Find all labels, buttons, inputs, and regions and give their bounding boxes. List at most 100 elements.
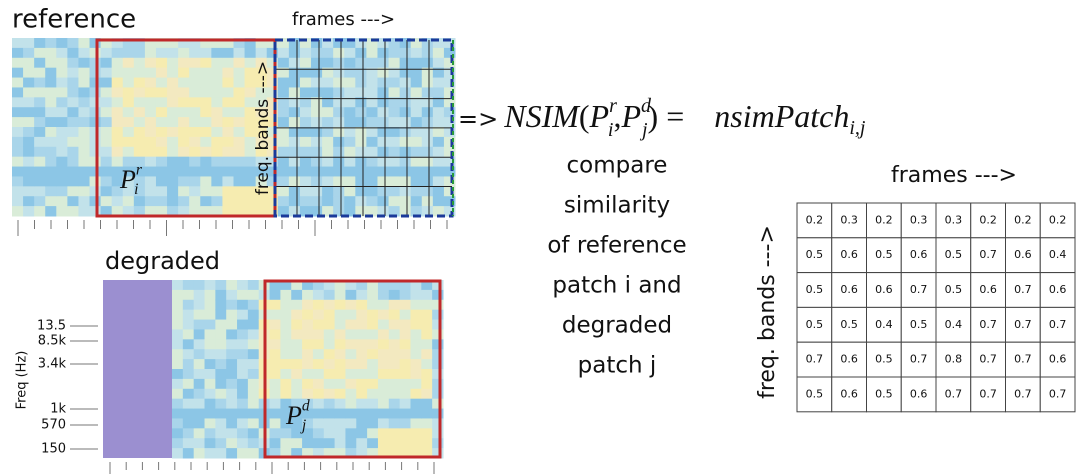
spectrogram-cell	[291, 349, 302, 359]
spectrogram-cell	[333, 48, 345, 58]
spectrogram-cell	[112, 127, 124, 137]
spectrogram-cell	[311, 117, 323, 127]
spectrogram-cell	[183, 428, 194, 438]
table-value: 0.6	[840, 353, 858, 366]
spectrogram-cell	[194, 280, 205, 290]
spectrogram-cell	[433, 48, 445, 58]
spectrogram-cell	[291, 329, 302, 339]
spectrogram-cell	[78, 78, 90, 88]
spectrogram-cell	[433, 78, 445, 88]
spectrogram-cell	[194, 369, 205, 379]
spectrogram-cell	[215, 320, 226, 330]
spectrogram-cell	[367, 349, 378, 359]
spectrogram-cell	[289, 127, 301, 137]
y-tick-label: 1k	[50, 402, 66, 417]
spectrogram-cell	[156, 97, 168, 107]
spectrogram-cell	[421, 329, 432, 339]
spectrogram-cell	[34, 137, 46, 147]
spectrogram-cell	[355, 167, 367, 177]
spectrogram-cell	[12, 48, 24, 58]
spectrogram-cell	[311, 48, 323, 58]
spectrogram-cell	[311, 87, 323, 97]
spectrogram-cell	[134, 196, 146, 206]
spectrogram-cell	[178, 196, 190, 206]
spectrogram-cell	[410, 428, 421, 438]
spectrogram-cell	[270, 339, 281, 349]
table-value: 0.5	[945, 283, 963, 296]
spectrogram-cell	[433, 137, 445, 147]
spectrogram-cell	[400, 48, 412, 58]
spectrogram-cell	[34, 78, 46, 88]
description-line: degraded	[562, 313, 672, 339]
spectrogram-cell	[56, 78, 68, 88]
spectrogram-cell	[248, 428, 259, 438]
spectrogram-cell	[56, 186, 68, 196]
spectrogram-cell	[389, 127, 401, 137]
spectrogram-cell	[172, 379, 183, 389]
spectrogram-cell	[205, 290, 216, 300]
spectrogram-cell	[432, 300, 443, 310]
spectrogram-cell	[34, 176, 46, 186]
spectrogram-cell	[324, 409, 335, 419]
spectrogram-cell	[400, 339, 411, 349]
spectrogram-cell	[183, 369, 194, 379]
spectrogram-cell	[23, 167, 35, 177]
spectrogram-cell	[205, 280, 216, 290]
spectrogram-cell	[200, 87, 212, 97]
spectrogram-cell	[366, 176, 378, 186]
spectrogram-cell	[156, 157, 168, 167]
spectrogram-cell	[101, 186, 113, 196]
spectrogram-cell	[333, 107, 345, 117]
spectrogram-cell	[183, 349, 194, 359]
spectrogram-cell	[280, 300, 291, 310]
spectrogram-cell	[23, 186, 35, 196]
spectrogram-cell	[289, 58, 301, 68]
spectrogram-cell	[234, 78, 246, 88]
spectrogram-cell	[23, 157, 35, 167]
spectrogram-cell	[421, 369, 432, 379]
y-tick-label: 150	[41, 442, 66, 457]
spectrogram-cell	[432, 349, 443, 359]
spectrogram-cell	[101, 97, 113, 107]
spectrogram-cell	[422, 157, 434, 167]
spectrogram-cell	[67, 87, 79, 97]
spectrogram-cell	[45, 58, 57, 68]
table-value: 0.5	[806, 318, 824, 331]
spectrogram-cell	[156, 127, 168, 137]
spectrogram-cell	[389, 320, 400, 330]
spectrogram-cell	[389, 339, 400, 349]
table-value: 0.6	[875, 283, 893, 296]
spectrogram-cell	[205, 349, 216, 359]
spectrogram-cell	[172, 290, 183, 300]
spectrogram-cell	[367, 310, 378, 320]
spectrogram-cell	[389, 196, 401, 206]
spectrogram-cell	[248, 320, 259, 330]
spectrogram-cell	[421, 428, 432, 438]
spectrogram-cell	[45, 206, 57, 216]
spectrogram-cell	[433, 107, 445, 117]
table-value: 0.3	[910, 213, 928, 226]
table-value: 0.7	[1014, 318, 1032, 331]
spectrogram-cell	[205, 359, 216, 369]
spectrogram-cell	[226, 438, 237, 448]
spectrogram-cell	[123, 127, 135, 137]
spectrogram-cell	[183, 359, 194, 369]
spectrogram-cell	[345, 359, 356, 369]
spectrogram-cell	[302, 320, 313, 330]
spectrogram-cell	[183, 339, 194, 349]
spectrogram-cell	[226, 349, 237, 359]
table-value: 0.7	[1049, 387, 1067, 400]
table-value: 0.7	[945, 387, 963, 400]
spectrogram-cell	[300, 117, 312, 127]
spectrogram-cell	[172, 349, 183, 359]
table-frames-label: frames --->	[891, 163, 1017, 188]
spectrogram-cell	[56, 38, 68, 48]
spectrogram-cell	[237, 320, 248, 330]
spectrogram-cell	[215, 379, 226, 389]
spectrogram-cell	[344, 48, 356, 58]
formula-p: P	[589, 98, 610, 134]
spectrogram-cell	[234, 186, 246, 196]
spectrogram-cell	[226, 418, 237, 428]
spectrogram-cell	[178, 186, 190, 196]
spectrogram-cell	[313, 310, 324, 320]
